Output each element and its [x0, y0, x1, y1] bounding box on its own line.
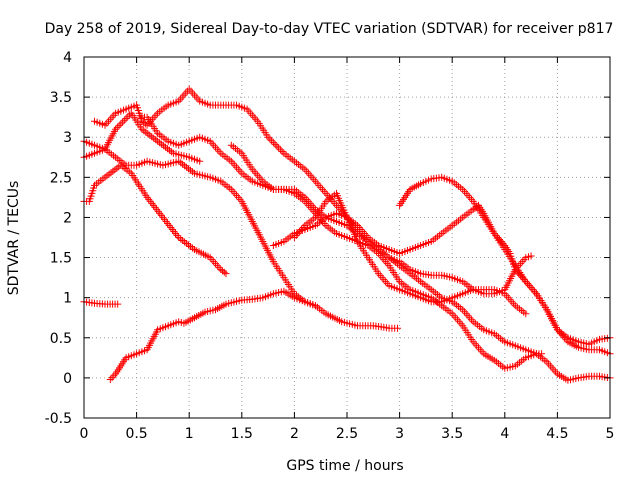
y-tick-label: -0.5 — [45, 411, 72, 427]
y-tick-label: 1.5 — [50, 251, 72, 267]
x-tick-label: 1 — [185, 426, 194, 442]
data-series — [80, 85, 614, 384]
axis-ticks: 0 0.5 1 1.5 2 2.5 3 3.5 4 4.5 5 -0.5 0 0.5 1 1.5 2 2.5 3 3.… — [45, 50, 615, 442]
x-tick-label: 4 — [500, 426, 509, 442]
x-tick-label: 0 — [80, 426, 89, 442]
y-tick-label: 1 — [63, 291, 72, 307]
series-markers — [396, 173, 614, 358]
y-tick-label: 2.5 — [50, 170, 72, 186]
x-tick-label: 2.5 — [336, 426, 358, 442]
series-markers — [106, 287, 319, 383]
series-markers — [138, 113, 614, 384]
y-tick-label: 4 — [63, 50, 72, 66]
series-markers — [227, 141, 546, 372]
series-track-11 — [396, 173, 614, 358]
series-track-8 — [227, 141, 546, 372]
series-markers — [80, 298, 122, 308]
x-tick-label: 3.5 — [441, 426, 463, 442]
series-track-10 — [290, 189, 530, 318]
y-tick-label: 3.5 — [50, 90, 72, 106]
x-tick-label: 5 — [606, 426, 615, 442]
y-tick-label: 0 — [63, 371, 72, 387]
series-track-5 — [106, 287, 319, 383]
x-tick-label: 0.5 — [125, 426, 147, 442]
y-tick-label: 2 — [63, 210, 72, 226]
x-tick-label: 3 — [395, 426, 404, 442]
series-track-7 — [138, 113, 614, 384]
series-markers — [91, 85, 535, 298]
y-tick-label: 3 — [63, 130, 72, 146]
series-markers — [290, 189, 530, 318]
series-track-6 — [91, 85, 535, 298]
x-tick-label: 2 — [290, 426, 299, 442]
x-tick-label: 1.5 — [231, 426, 253, 442]
x-tick-label: 4.5 — [546, 426, 568, 442]
y-axis-label: SDTVAR / TECUs — [6, 181, 22, 296]
y-tick-label: 0.5 — [50, 331, 72, 347]
series-track-1 — [80, 298, 122, 308]
chart-title: Day 258 of 2019, Sidereal Day-to-day VTE… — [45, 21, 614, 37]
x-axis-label: GPS time / hours — [286, 458, 403, 474]
